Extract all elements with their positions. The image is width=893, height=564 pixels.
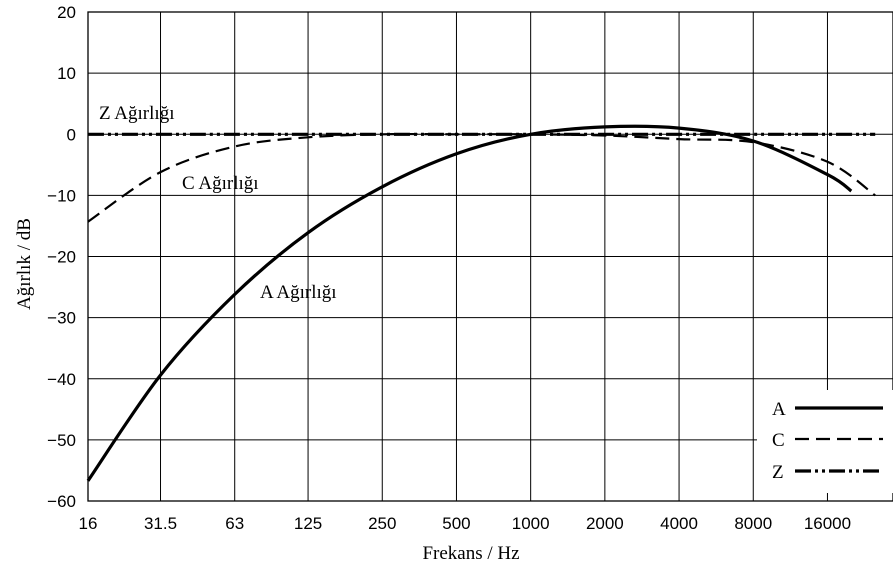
y-tick-labels: −60 −50 −40 −30 −20 −10 0 10 20 [47,3,76,511]
y-tick-label: −30 [47,309,76,328]
x-tick-label: 16 [79,514,98,533]
y-tick-label: 0 [67,125,76,144]
y-tick-label: −40 [47,370,76,389]
legend-label-a: A [772,399,786,420]
legend-label-z: Z [772,462,784,483]
x-tick-label: 250 [368,514,396,533]
annotation-c: C Ağırlığı [182,173,259,194]
y-tick-label: −60 [47,492,76,511]
y-tick-label: −20 [47,248,76,267]
x-tick-label: 31.5 [144,514,177,533]
x-tick-label: 63 [225,514,244,533]
y-tick-label: −50 [47,431,76,450]
x-tick-label: 8000 [734,514,772,533]
y-tick-label: −10 [47,186,76,205]
x-tick-label: 500 [442,514,470,533]
annotation-z: Z Ağırlığı [99,103,174,124]
x-axis-label: Frekans / Hz [422,543,519,564]
grid [87,11,893,502]
series-line-a [86,124,853,482]
legend-label-c: C [772,430,785,451]
series-line-c [87,132,876,223]
x-tick-labels: 16 31.5 63 125 250 500 1000 2000 4000 8000 16000 [79,514,852,533]
y-tick-label: 10 [57,64,76,83]
annotation-a: A Ağırlığı [260,282,337,303]
legend: A C Z [757,390,893,493]
x-tick-label: 1000 [512,514,550,533]
y-axis-label: Ağırlık / dB [14,218,35,310]
y-tick-label: 20 [57,3,76,22]
x-tick-label: 16000 [804,514,851,533]
x-tick-label: 2000 [586,514,624,533]
x-tick-label: 4000 [660,514,698,533]
x-tick-label: 125 [294,514,322,533]
series-lines [86,124,876,482]
